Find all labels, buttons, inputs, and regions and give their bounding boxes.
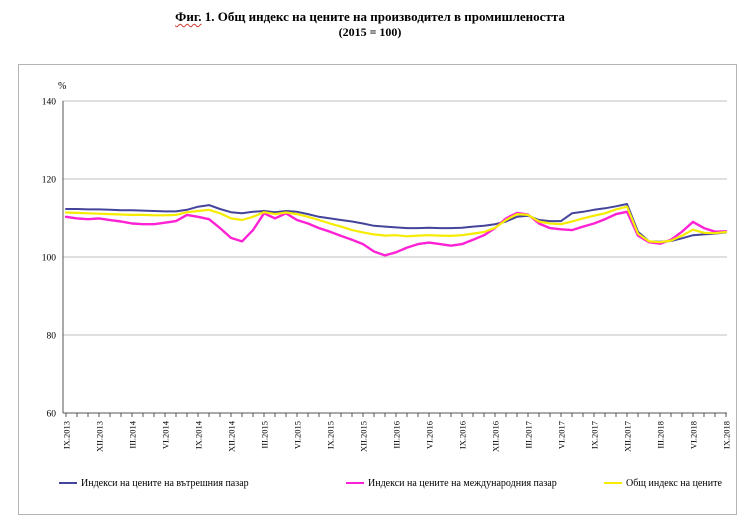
chart-legend: Индекси на цените на вътрешния пазар Инд…	[19, 475, 736, 495]
chart-subtitle: (2015 = 100)	[338, 24, 402, 39]
y-tick-label-100: 100	[42, 254, 57, 264]
legend-item-total: Общ индекс на цените	[604, 475, 722, 491]
x-tick-label: XII.2015	[359, 421, 369, 452]
legend-line-domestic-icon	[59, 482, 77, 484]
x-tick-label: IX.2016	[458, 421, 468, 449]
x-tick-label: VI.2014	[161, 420, 171, 449]
series-line-total	[64, 205, 728, 244]
x-tick-label: III.2015	[260, 421, 270, 449]
title-text: 1. Общ индекс на цените на производител …	[201, 9, 565, 24]
y-tick-label-120: 120	[42, 176, 57, 186]
legend-line-total-icon	[604, 482, 622, 484]
x-tick-label: VI.2017	[557, 421, 567, 449]
chart-svg: 60 80 100 120 140% IX.2013 XII.2013 III.2014 VI.…	[42, 81, 732, 452]
series-line-domestic	[65, 203, 727, 243]
x-tick-label: XII.2017	[623, 421, 633, 452]
x-tick-label: IX.2018	[722, 421, 732, 449]
legend-label-total: Общ индекс на цените	[626, 477, 722, 489]
y-axis-unit-label: %	[58, 81, 66, 92]
legend-label-domestic: Индекси на цените на вътрешния пазар	[81, 477, 249, 489]
x-tick-label: XII.2014	[227, 420, 237, 452]
y-tick-label-60: 60	[47, 410, 57, 420]
chart-frame: 60 80 100 120 140% IX.2013 XII.2013 III.2014 VI.…	[18, 64, 737, 515]
y-tick-label-140: 140	[42, 98, 57, 108]
legend-item-international: Индекси на цените на международния пазар	[346, 475, 557, 491]
x-tick-label: III.2014	[128, 420, 138, 448]
x-tick-label: IX.2017	[590, 421, 600, 449]
chart-title: Фиг. 1. Общ индекс на цените на производ…	[0, 9, 740, 25]
x-tick-label: IX.2014	[194, 420, 204, 449]
legend-line-international-icon	[346, 482, 364, 484]
chart-title-block: Фиг. 1. Общ индекс на цените на производ…	[0, 9, 740, 39]
x-tick-label: III.2017	[524, 421, 534, 449]
x-tick-label: III.2016	[392, 421, 402, 449]
x-tick-label: VI.2018	[689, 421, 699, 449]
title-prefix: Фиг.	[175, 9, 202, 24]
x-tick-label: XII.2013	[95, 421, 105, 452]
x-tick-label: XII.2016	[491, 421, 501, 452]
x-tick-label: III.2018	[656, 421, 666, 449]
x-tick-label: IX.2015	[326, 421, 336, 449]
y-tick-label-80: 80	[47, 332, 57, 342]
series-line-international	[64, 210, 728, 257]
legend-item-domestic: Индекси на цените на вътрешния пазар	[59, 475, 249, 491]
x-tick-label: VI.2016	[425, 421, 435, 449]
x-tick-label: VI.2015	[293, 421, 303, 449]
x-tick-label: IX.2013	[62, 421, 72, 449]
legend-label-international: Индекси на цените на международния пазар	[368, 477, 557, 489]
